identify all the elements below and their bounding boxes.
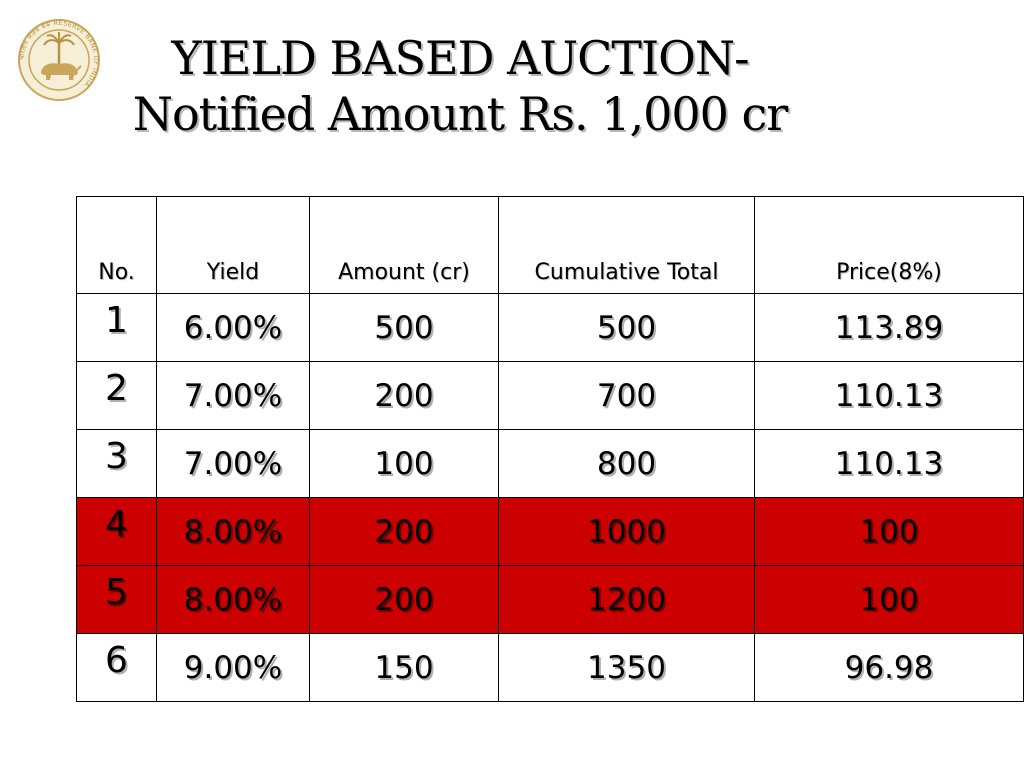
cell-price: 110.13 bbox=[754, 361, 1024, 430]
table-row: 1 6.00% 500 500 113.89 bbox=[76, 293, 1024, 362]
rbi-emblem-icon: भारतीय रिज़र्व बैंक RESERVE BANK OF INDI… bbox=[17, 18, 101, 102]
cell-no: 5 bbox=[76, 565, 157, 634]
cell-price: 100 bbox=[754, 497, 1024, 566]
table-row: 2 7.00% 200 700 110.13 bbox=[76, 361, 1024, 430]
cell-price: 100 bbox=[754, 565, 1024, 634]
title-line-2: Notified Amount Rs. 1,000 cr bbox=[132, 87, 789, 141]
cell-amount: 150 bbox=[309, 633, 499, 702]
table-row: 3 7.00% 100 800 110.13 bbox=[76, 429, 1024, 498]
cell-cumulative-total: 700 bbox=[498, 361, 755, 430]
cell-yield: 6.00% bbox=[156, 293, 310, 362]
header-no: No. bbox=[76, 196, 157, 294]
cell-no: 3 bbox=[76, 429, 157, 498]
table-row: 4 8.00% 200 1000 100 bbox=[76, 497, 1024, 566]
cell-yield: 7.00% bbox=[156, 429, 310, 498]
cell-amount: 200 bbox=[309, 565, 499, 634]
cell-amount: 500 bbox=[309, 293, 499, 362]
table-row: 5 8.00% 200 1200 100 bbox=[76, 565, 1024, 634]
header-price: Price(8%) bbox=[754, 196, 1024, 294]
cell-yield: 7.00% bbox=[156, 361, 310, 430]
cell-cumulative-total: 1000 bbox=[498, 497, 755, 566]
cell-amount: 200 bbox=[309, 361, 499, 430]
cell-no: 6 bbox=[76, 633, 157, 702]
table-row: 6 9.00% 150 1350 96.98 bbox=[76, 633, 1024, 702]
cell-no: 2 bbox=[76, 361, 157, 430]
cell-price: 96.98 bbox=[754, 633, 1024, 702]
header-yield: Yield bbox=[156, 196, 310, 294]
cell-cumulative-total: 1200 bbox=[498, 565, 755, 634]
table-header-row: No. Yield Amount (cr) Cumulative Total P… bbox=[76, 196, 1024, 294]
auction-table: No. Yield Amount (cr) Cumulative Total P… bbox=[76, 196, 1024, 702]
header-cumulative-total: Cumulative Total bbox=[498, 196, 755, 294]
title-line-1: YIELD BASED AUCTION- bbox=[171, 31, 749, 85]
cell-amount: 200 bbox=[309, 497, 499, 566]
cell-cumulative-total: 1350 bbox=[498, 633, 755, 702]
cell-no: 1 bbox=[76, 293, 157, 362]
cell-amount: 100 bbox=[309, 429, 499, 498]
cell-yield: 9.00% bbox=[156, 633, 310, 702]
cell-cumulative-total: 500 bbox=[498, 293, 755, 362]
cell-yield: 8.00% bbox=[156, 497, 310, 566]
cell-yield: 8.00% bbox=[156, 565, 310, 634]
cell-no: 4 bbox=[76, 497, 157, 566]
cell-price: 110.13 bbox=[754, 429, 1024, 498]
cell-price: 113.89 bbox=[754, 293, 1024, 362]
cell-cumulative-total: 800 bbox=[498, 429, 755, 498]
header-amount: Amount (cr) bbox=[309, 196, 499, 294]
page-title: YIELD BASED AUCTION- Notified Amount Rs.… bbox=[60, 30, 860, 142]
